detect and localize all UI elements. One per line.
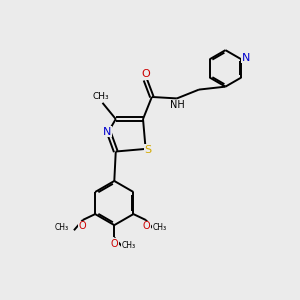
Text: O: O [78,221,86,232]
Text: O: O [110,239,118,249]
Text: NH: NH [170,100,184,110]
Text: S: S [144,145,152,155]
Text: N: N [242,53,250,63]
Text: O: O [142,221,150,232]
Text: CH₃: CH₃ [93,92,110,101]
Text: CH₃: CH₃ [153,224,167,232]
Text: N: N [103,127,111,136]
Text: O: O [141,69,150,79]
Text: CH₃: CH₃ [55,224,69,232]
Text: CH₃: CH₃ [122,241,136,250]
